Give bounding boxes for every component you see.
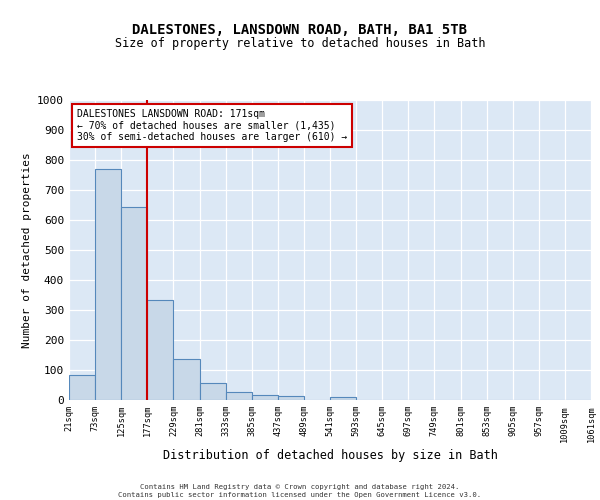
Bar xyxy=(226,392,252,400)
X-axis label: Distribution of detached houses by size in Bath: Distribution of detached houses by size … xyxy=(163,448,497,462)
Bar xyxy=(69,375,95,400)
Text: DALESTONES, LANSDOWN ROAD, BATH, BA1 5TB: DALESTONES, LANSDOWN ROAD, BATH, BA1 5TB xyxy=(133,22,467,36)
Bar xyxy=(199,382,226,400)
Text: Size of property relative to detached houses in Bath: Size of property relative to detached ho… xyxy=(115,38,485,51)
Bar xyxy=(95,169,121,400)
Bar xyxy=(252,394,278,400)
Y-axis label: Number of detached properties: Number of detached properties xyxy=(22,152,32,348)
Bar xyxy=(173,359,199,400)
Bar xyxy=(148,300,173,400)
Bar xyxy=(121,206,148,400)
Bar xyxy=(330,397,356,400)
Text: DALESTONES LANSDOWN ROAD: 171sqm
← 70% of detached houses are smaller (1,435)
30: DALESTONES LANSDOWN ROAD: 171sqm ← 70% o… xyxy=(77,109,347,142)
Text: Contains HM Land Registry data © Crown copyright and database right 2024.
Contai: Contains HM Land Registry data © Crown c… xyxy=(118,484,482,498)
Bar xyxy=(278,396,304,400)
